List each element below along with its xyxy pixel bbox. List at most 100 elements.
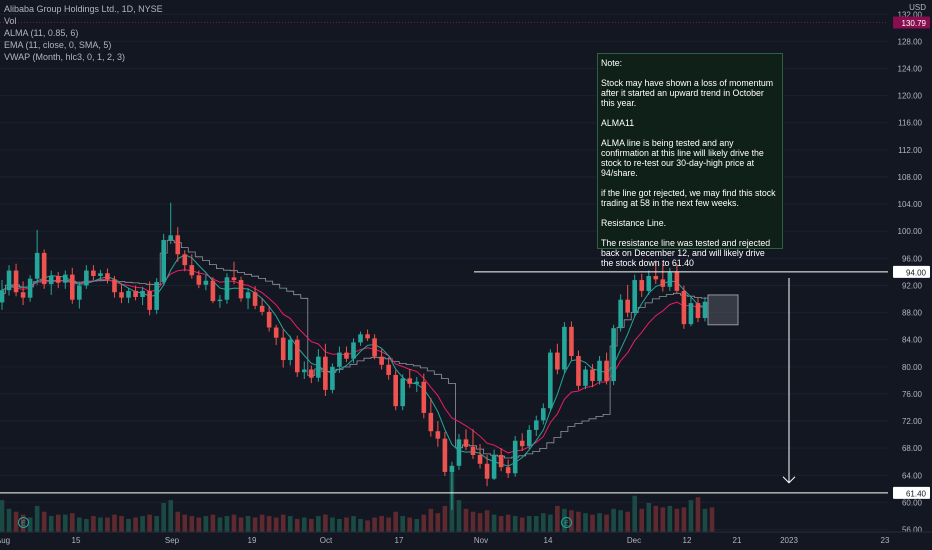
candle[interactable] <box>695 303 701 319</box>
candle[interactable] <box>477 454 483 464</box>
candle[interactable] <box>259 305 265 312</box>
candle[interactable] <box>421 381 427 413</box>
candle[interactable] <box>639 280 645 291</box>
earnings-icon[interactable] <box>561 517 572 528</box>
candle[interactable] <box>414 381 420 384</box>
candle[interactable] <box>386 364 391 375</box>
candle[interactable] <box>618 299 623 329</box>
candle[interactable] <box>344 352 349 359</box>
candle[interactable] <box>576 355 581 386</box>
candle[interactable] <box>337 352 342 367</box>
earnings-marker[interactable]: E <box>561 517 572 528</box>
candle[interactable] <box>470 446 476 455</box>
candle[interactable] <box>6 270 12 291</box>
candle[interactable] <box>358 334 363 343</box>
candle[interactable] <box>449 465 455 472</box>
earnings-icon[interactable] <box>18 517 29 528</box>
candle[interactable] <box>27 278 33 298</box>
candle[interactable] <box>400 378 406 407</box>
candle[interactable] <box>154 282 159 310</box>
candle[interactable] <box>316 356 321 378</box>
candle[interactable] <box>98 273 103 276</box>
candle[interactable] <box>569 326 574 356</box>
earnings-marker[interactable]: E <box>18 517 29 528</box>
candle[interactable] <box>0 290 5 303</box>
candle[interactable] <box>161 240 166 283</box>
candle[interactable] <box>463 439 469 447</box>
candle[interactable] <box>140 290 145 297</box>
candle[interactable] <box>70 274 75 300</box>
candle[interactable] <box>632 280 637 313</box>
candle[interactable] <box>597 360 602 382</box>
candle[interactable] <box>505 467 511 474</box>
candle[interactable] <box>667 272 673 287</box>
candle[interactable] <box>372 338 377 357</box>
candle[interactable] <box>147 290 152 310</box>
candle[interactable] <box>245 292 251 299</box>
candle[interactable] <box>168 235 174 241</box>
candle[interactable] <box>196 275 202 285</box>
candle[interactable] <box>548 352 553 409</box>
candle[interactable] <box>379 356 384 365</box>
candle[interactable] <box>224 277 230 300</box>
candle[interactable] <box>393 374 398 407</box>
candle[interactable] <box>526 429 532 447</box>
candle[interactable] <box>484 463 490 479</box>
candle[interactable] <box>280 337 286 361</box>
candle[interactable] <box>583 369 588 386</box>
candle[interactable] <box>702 301 708 319</box>
candle[interactable] <box>681 290 687 325</box>
candle[interactable] <box>77 285 82 300</box>
candle[interactable] <box>294 339 300 373</box>
legend-vol[interactable]: Vol <box>4 16 17 26</box>
candle[interactable] <box>252 292 258 306</box>
candle[interactable] <box>189 265 195 276</box>
candle[interactable] <box>541 408 546 421</box>
candle[interactable] <box>287 339 293 361</box>
candle[interactable] <box>456 439 462 466</box>
candle[interactable] <box>351 342 356 359</box>
candle[interactable] <box>365 334 370 339</box>
candle[interactable] <box>84 270 89 286</box>
candle[interactable] <box>126 290 131 298</box>
candle[interactable] <box>301 369 307 373</box>
candle[interactable] <box>91 270 96 276</box>
candle[interactable] <box>330 366 335 390</box>
candle[interactable] <box>611 328 616 382</box>
candle[interactable] <box>13 270 19 293</box>
candle[interactable] <box>20 292 26 298</box>
candle[interactable] <box>323 356 328 390</box>
candle[interactable] <box>266 311 272 328</box>
highlight-rectangle[interactable] <box>707 294 739 326</box>
candle[interactable] <box>674 272 680 291</box>
candle[interactable] <box>660 279 666 287</box>
candle[interactable] <box>238 280 244 299</box>
candle[interactable] <box>435 431 441 439</box>
candle[interactable] <box>55 275 61 283</box>
candle[interactable] <box>112 279 117 293</box>
candle[interactable] <box>119 292 124 298</box>
candle[interactable] <box>625 299 630 313</box>
candle[interactable] <box>498 454 504 468</box>
candle[interactable] <box>562 326 567 370</box>
candle[interactable] <box>688 303 694 325</box>
candle[interactable] <box>203 280 209 285</box>
candle[interactable] <box>34 252 40 279</box>
legend-vwap[interactable]: VWAP (Month, hlc3, 0, 1, 2, 3) <box>4 52 126 62</box>
note-textbox[interactable]: Note: Stock may have shown a loss of mom… <box>597 53 783 268</box>
candle[interactable] <box>533 420 539 430</box>
candle[interactable] <box>133 290 138 297</box>
candle[interactable] <box>491 454 497 479</box>
candle[interactable] <box>105 273 110 280</box>
legend-ema[interactable]: EMA (11, close, 0, SMA, 5) <box>4 40 112 50</box>
candle[interactable] <box>653 275 659 280</box>
candle[interactable] <box>604 360 609 382</box>
candle[interactable] <box>519 440 525 447</box>
candle[interactable] <box>231 277 237 281</box>
candle[interactable] <box>210 280 216 302</box>
legend-alma[interactable]: ALMA (11, 0.85, 6) <box>4 28 79 38</box>
candle[interactable] <box>217 299 223 302</box>
candle[interactable] <box>309 369 314 378</box>
candle[interactable] <box>407 378 413 384</box>
